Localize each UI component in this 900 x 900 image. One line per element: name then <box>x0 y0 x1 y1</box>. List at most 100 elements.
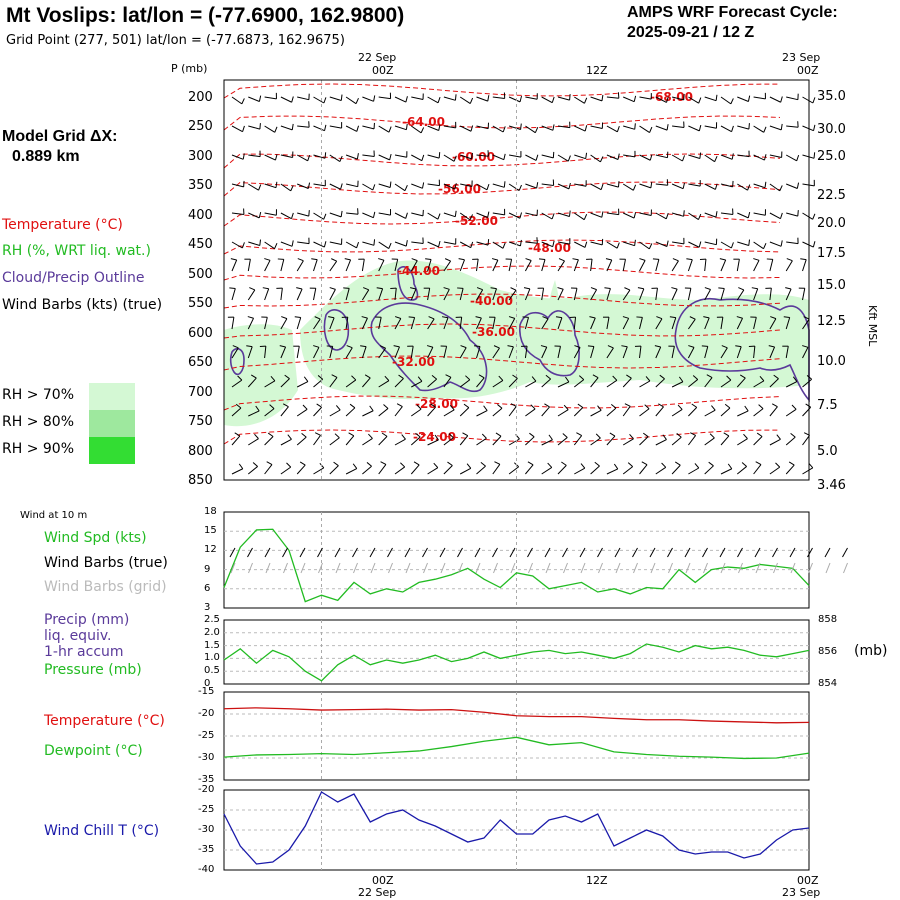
wind-barb-flag <box>558 258 565 262</box>
wind-barb <box>329 317 335 330</box>
wind-barb <box>623 241 635 247</box>
wind-barb <box>247 346 253 359</box>
wind-barb-flag <box>470 241 474 248</box>
wind-barb-flag <box>510 287 517 291</box>
wind-barb <box>720 212 733 215</box>
wind-barb-flag <box>376 287 383 290</box>
wind-barb-flag <box>296 287 303 290</box>
wind-barb-flag <box>621 345 628 348</box>
wind-barb-flag <box>595 433 601 439</box>
wind-barb-flag <box>529 432 535 438</box>
wind-barb-grid <box>703 562 708 574</box>
wind-barb <box>720 125 732 133</box>
wind-barb <box>639 260 646 272</box>
wind-barb <box>557 317 563 330</box>
wind-barb-flag <box>800 258 807 261</box>
wind-barb-flag <box>703 316 710 319</box>
wind-barb-flag <box>741 462 747 467</box>
wind-barb-flag <box>324 152 327 159</box>
wind-barb <box>639 408 650 417</box>
wind-barb <box>492 183 505 188</box>
wind-barb <box>394 154 407 158</box>
wind-barb-flag <box>486 183 490 190</box>
wind-barb <box>655 288 658 301</box>
wind-barb <box>297 183 309 189</box>
wind-barb-flag <box>249 287 256 291</box>
wind-barb-flag <box>519 95 522 103</box>
height-tick-label: 5.0 <box>817 444 838 459</box>
wind-barb <box>329 465 339 475</box>
wind-barb <box>443 289 450 301</box>
wind-barb <box>639 346 642 359</box>
wind-barb-flag <box>676 433 682 438</box>
wind-barb <box>541 378 551 388</box>
wind-barb-flag <box>262 287 269 290</box>
pressure-tick-label: 600 <box>188 325 213 341</box>
wind-barb <box>443 96 456 101</box>
wind-barb <box>753 436 763 446</box>
wind-barb <box>541 439 553 446</box>
wind-barb <box>704 241 717 246</box>
wind-barb-flag <box>634 239 636 246</box>
wind-barb-flag <box>437 96 441 103</box>
wind-barb <box>590 183 602 191</box>
wind-barb <box>476 377 485 388</box>
wind-barb-flag <box>669 316 676 319</box>
wind-barb-flag <box>425 258 432 261</box>
wind-barb <box>671 346 675 359</box>
wind-barb <box>313 467 325 475</box>
wind-barb-10m <box>684 547 691 558</box>
wind-barb <box>264 260 271 272</box>
legend-wind-speed: Wind Spd (kts) <box>44 530 147 546</box>
wind-barb-flag <box>469 97 474 104</box>
wind-barb-flag <box>724 403 731 409</box>
wind-barb <box>459 212 471 221</box>
wind-barb <box>720 317 724 330</box>
wind-barb <box>362 377 371 388</box>
wind-barb-flag <box>415 432 421 438</box>
wind-barb <box>459 435 469 446</box>
wind-barb-flag <box>601 211 604 218</box>
wind-barb <box>329 377 338 388</box>
wind-barb <box>688 212 699 220</box>
wind-barb <box>492 96 505 99</box>
wind-barb <box>296 408 308 417</box>
wind-barb-flag <box>460 345 467 349</box>
wind-barb-flag <box>551 96 555 103</box>
pressure-line <box>223 643 810 682</box>
wind-barb-grid <box>388 562 393 574</box>
wind-barb <box>248 125 261 130</box>
wind-barb-flag <box>454 183 457 190</box>
wind-barb <box>492 407 503 417</box>
wind-barb <box>459 379 471 388</box>
wind-barb-flag <box>658 403 664 408</box>
wind-barb <box>476 96 488 102</box>
wind-barb <box>524 346 528 359</box>
pressure-axis-title: P (mb) <box>171 62 208 75</box>
wind-barb-flag <box>690 432 696 436</box>
wind-barb-flag <box>699 152 702 159</box>
wind-barb-flag <box>622 316 629 319</box>
wind-barb-flag <box>624 403 631 407</box>
wind-barb <box>802 183 815 187</box>
temperature-contour-line <box>223 323 781 339</box>
wind-barb-flag <box>290 185 294 192</box>
wind-barb-flag <box>372 211 376 218</box>
wind-barb <box>769 378 779 388</box>
wind-barb <box>443 212 456 218</box>
wind-barb <box>786 125 799 128</box>
wind-barb <box>557 125 570 129</box>
wind-barb-flag <box>649 154 653 161</box>
wind-barb <box>525 212 538 217</box>
wind-barb-flag <box>683 210 685 217</box>
wind-barb <box>460 183 473 187</box>
wind-barb-flag <box>759 375 765 382</box>
wind-barb <box>345 259 352 272</box>
wind-barb-flag <box>714 156 718 162</box>
wind-barb-flag <box>538 258 546 260</box>
wind-barb <box>264 408 275 417</box>
wind-barb <box>378 380 390 388</box>
temperature-line <box>223 707 810 724</box>
wind-barb-flag <box>503 181 506 188</box>
